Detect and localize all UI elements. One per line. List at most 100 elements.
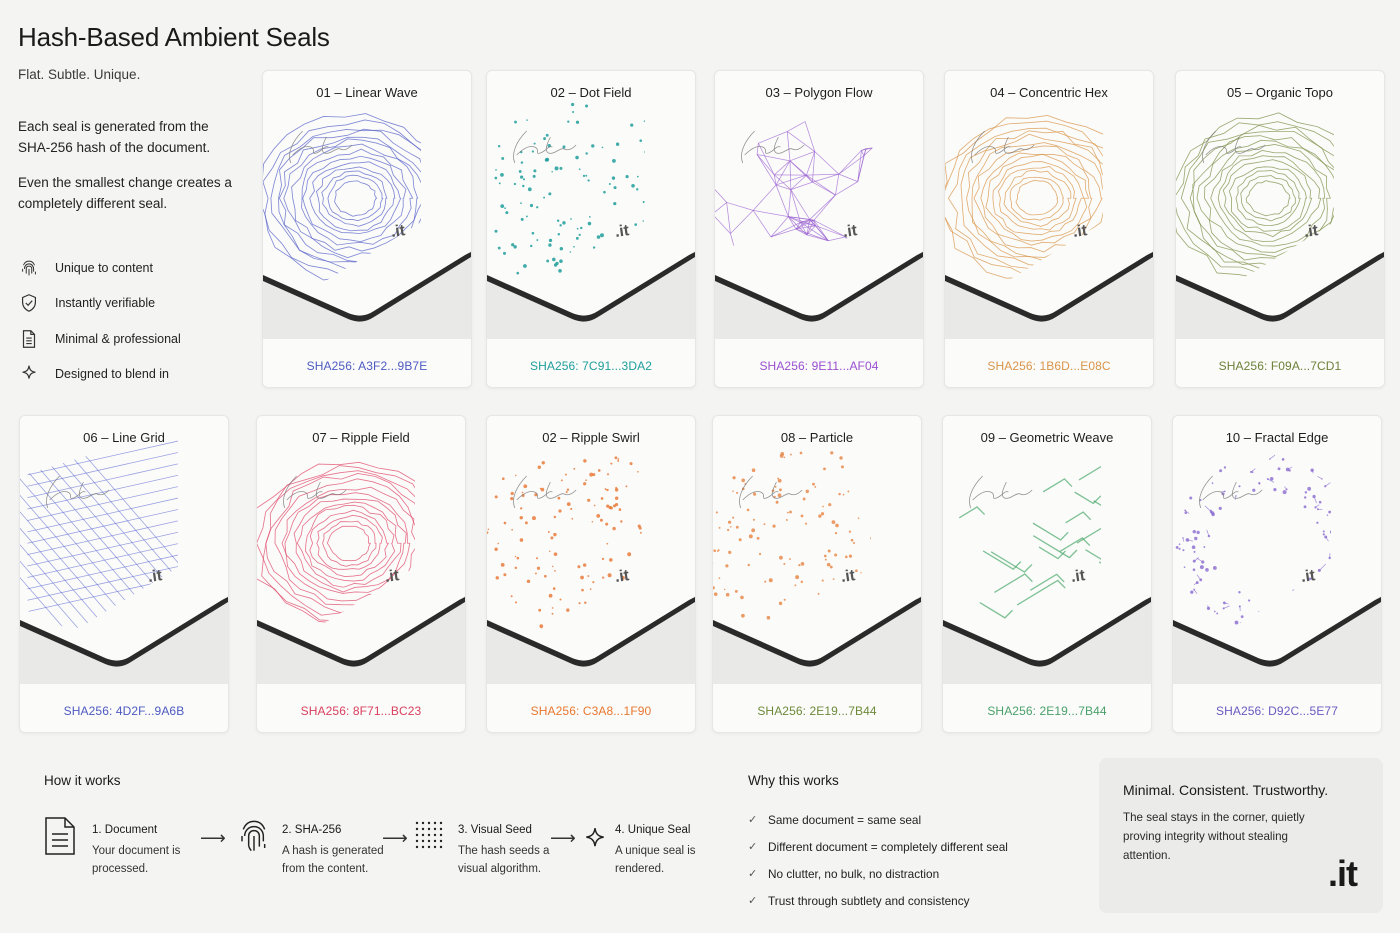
card-hash: SHA256: 2E19...7B44 [757, 704, 877, 718]
shield-check-icon [21, 294, 37, 313]
card-title: 04 – Concentric Hex [990, 85, 1108, 100]
card-title: 09 – Geometric Weave [980, 430, 1114, 445]
page-title: Hash-Based Ambient Seals [18, 22, 330, 52]
description-change: Even the smallest change creates a compl… [18, 175, 232, 211]
card-title: 02 – Dot Field [550, 85, 632, 100]
feature-label: Unique to content [55, 260, 153, 275]
card-title: 01 – Linear Wave [316, 85, 418, 100]
arrow-icon: ⟶ [382, 828, 408, 848]
signature [283, 475, 347, 509]
card-hash: SHA256: C3A8...1F90 [530, 704, 652, 718]
feature-minimal: Minimal & professional [18, 321, 181, 357]
why-item: ✓ Same document = same seal [748, 806, 1008, 833]
card-title: 05 – Organic Topo [1227, 85, 1333, 100]
seal-logo: .it [1071, 222, 1089, 241]
seal-card[interactable]: 09 – Geometric Weave .it SHA256: 2E19...… [942, 415, 1152, 733]
step-body: A hash is generated from the content. [282, 845, 384, 875]
promo-title: Minimal. Consistent. Trustworthy. [1123, 782, 1329, 798]
why-item-text: Same document = same seal [768, 812, 922, 827]
signature [513, 130, 577, 164]
check-icon: ✓ [748, 814, 758, 826]
seal-logo-wrap: .it [487, 71, 695, 339]
signature [1199, 475, 1263, 509]
feature-verifiable: Instantly verifiable [18, 286, 181, 322]
seal-logo: .it [146, 567, 164, 586]
card-title: 07 – Ripple Field [312, 430, 410, 445]
card-hash: SHA256: 1B6D...E08C [987, 359, 1111, 373]
promo-panel: Minimal. Consistent. Trustworthy. The se… [1099, 758, 1383, 913]
feature-label: Instantly verifiable [55, 296, 156, 311]
why-item-text: Trust through subtlety and consistency [768, 893, 970, 908]
seal-card[interactable]: 04 – Concentric Hex .it SHA256: 1B6D...E… [944, 70, 1154, 388]
seal-card[interactable]: 02 – Ripple Swirl .it SHA256: C3A8...1F9… [486, 415, 696, 733]
seal-card[interactable]: 07 – Ripple Field .it SHA256: 8F71...BC2… [256, 415, 466, 733]
seal-card[interactable]: 02 – Dot Field .it SHA256: 7C91...3DA2 [486, 70, 696, 388]
fingerprint-icon [241, 820, 266, 852]
feature-blend: Designed to blend in [18, 357, 181, 393]
page-subtitle: Flat. Subtle. Unique. [18, 67, 141, 82]
seal-preview [257, 416, 465, 684]
seal-logo-wrap: .it [20, 416, 228, 684]
card-title: 02 – Ripple Swirl [542, 430, 640, 445]
seal-logo-wrap: .it [1176, 71, 1384, 339]
seal-logo-wrap: .it [263, 71, 471, 339]
check-icon: ✓ [748, 841, 758, 853]
seal-logo: .it [839, 567, 857, 586]
seal-logo: .it [841, 222, 859, 241]
seal-logo-wrap: .it [713, 416, 921, 684]
seal-preview [1173, 416, 1381, 684]
seal-logo: .it [383, 567, 401, 586]
promo-body: The seal stays in the corner, quietly pr… [1123, 811, 1305, 862]
card-hash: SHA256: 2E19...7B44 [987, 704, 1107, 718]
seal-card[interactable]: 01 – Linear Wave .it SHA256: A3F2...9B7E [262, 70, 472, 388]
step-body: Your document is processed. [92, 845, 181, 875]
card-hash: SHA256: A3F2...9B7E [306, 359, 428, 373]
card-title: 08 – Particle [780, 430, 854, 445]
card-hash: SHA256: F09A...7CD1 [1218, 359, 1342, 373]
card-title: 10 – Fractal Edge [1225, 430, 1329, 445]
card-hash: SHA256: 7C91...3DA2 [530, 359, 652, 373]
signature [969, 475, 1033, 509]
seal-card[interactable]: 10 – Fractal Edge .it SHA256: D92C...5E7… [1172, 415, 1382, 733]
seal-card[interactable]: 03 – Polygon Flow .it SHA256: 9E11...AF0… [714, 70, 924, 388]
feature-label: Minimal & professional [55, 331, 181, 346]
seal-logo: .it [1302, 222, 1320, 241]
step-body: The hash seeds a visual algorithm. [458, 845, 550, 875]
seal-preview [263, 71, 471, 339]
step-title: 4. Unique Seal [615, 824, 691, 836]
seal-preview [715, 71, 923, 339]
why-title: Why this works [748, 773, 839, 788]
seal-logo-wrap: .it [943, 416, 1151, 684]
dot-grid-icon [415, 821, 443, 849]
why-item: ✓ No clutter, no bulk, no distraction [748, 860, 1008, 887]
seal-logo-wrap: .it [487, 416, 695, 684]
seal-preview [945, 71, 1153, 339]
seal-logo: .it [1069, 567, 1087, 586]
why-item: ✓ Different document = completely differe… [748, 833, 1008, 860]
seal-preview [943, 416, 1151, 684]
why-item: ✓ Trust through subtlety and consistency [748, 887, 1008, 914]
card-hash: SHA256: 9E11...AF04 [759, 359, 879, 373]
step-title: 2. SHA-256 [282, 824, 342, 836]
seal-card[interactable]: 08 – Particle .it SHA256: 2E19...7B44 [712, 415, 922, 733]
signature [513, 475, 577, 509]
card-hash: SHA256: 8F71...BC23 [300, 704, 422, 718]
check-icon: ✓ [748, 868, 758, 880]
seal-preview [1176, 71, 1384, 339]
brand-logo: .it [1328, 853, 1358, 894]
arrow-icon: ⟶ [200, 828, 226, 848]
signature [46, 475, 110, 509]
arrow-icon: ⟶ [550, 828, 576, 848]
signature [289, 130, 353, 164]
seal-logo-wrap: .it [257, 416, 465, 684]
step-body: A unique seal is rendered. [615, 845, 696, 875]
step-title: 3. Visual Seed [458, 824, 532, 836]
why-item-text: No clutter, no bulk, no distraction [768, 866, 940, 881]
document-icon [45, 817, 75, 855]
card-hash: SHA256: 4D2F...9A6B [63, 704, 185, 718]
seal-logo: .it [613, 567, 631, 586]
seal-card[interactable]: 05 – Organic Topo .it SHA256: F09A...7CD… [1175, 70, 1385, 388]
seal-card[interactable]: 06 – Line Grid .it SHA256: 4D2F...9A6B [19, 415, 229, 733]
seal-logo-wrap: .it [945, 71, 1153, 339]
feature-unique: Unique to content [18, 250, 181, 286]
